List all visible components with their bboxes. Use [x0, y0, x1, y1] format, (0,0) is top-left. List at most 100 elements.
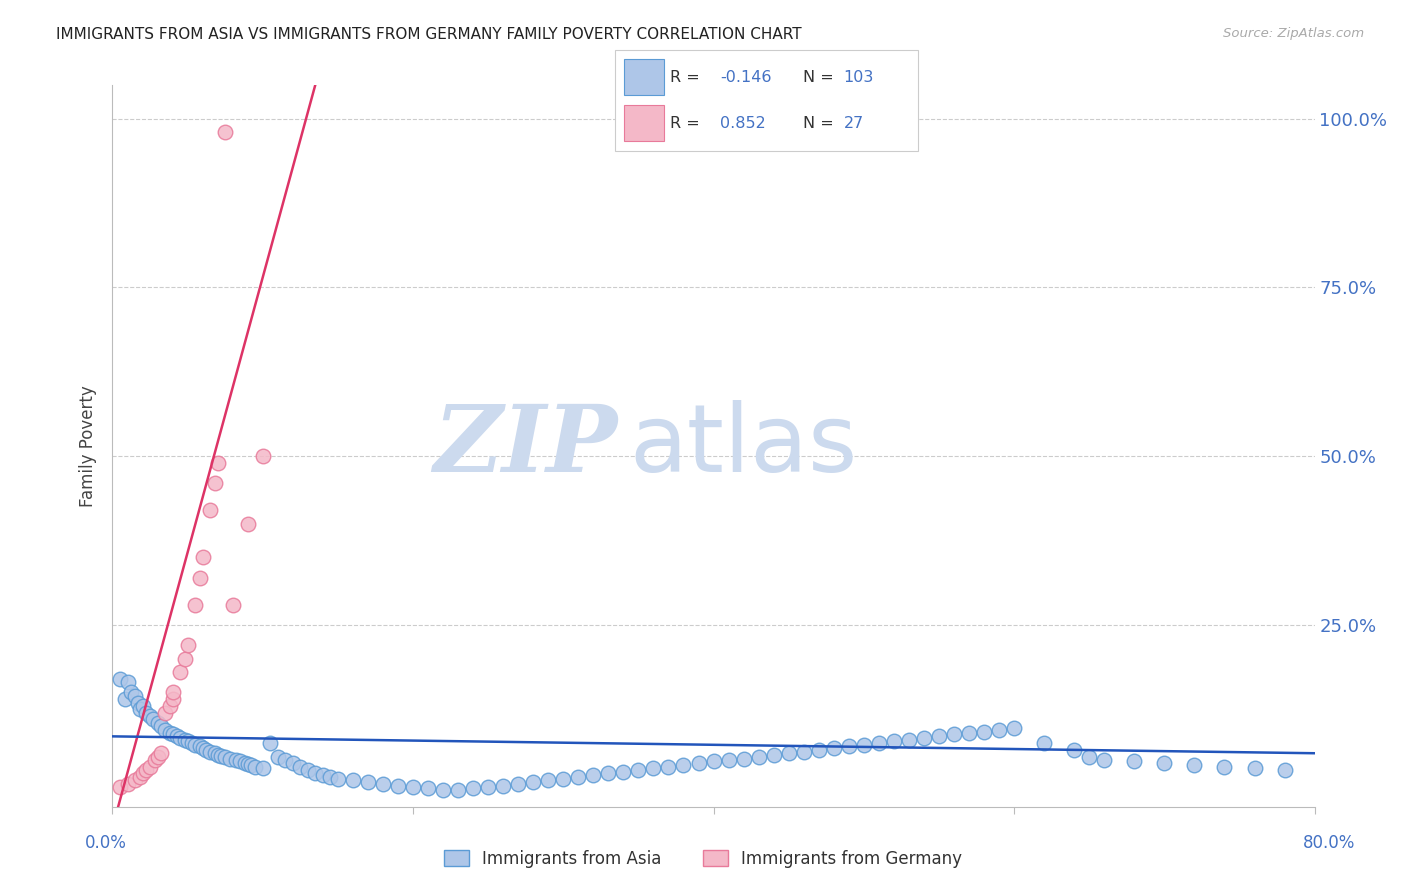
- Text: -0.146: -0.146: [720, 70, 772, 85]
- Point: [209, 748, 232, 763]
- Text: Source: ZipAtlas.com: Source: ZipAtlas.com: [1223, 27, 1364, 40]
- Text: R =: R =: [671, 70, 706, 85]
- Point: [402, 780, 425, 794]
- Point: [319, 770, 342, 784]
- Bar: [624, 105, 664, 141]
- Point: [135, 706, 157, 720]
- Point: [135, 763, 157, 777]
- Point: [672, 758, 695, 772]
- Point: [897, 732, 920, 747]
- Point: [191, 550, 214, 565]
- Text: R =: R =: [671, 116, 706, 131]
- Point: [169, 731, 191, 746]
- Point: [117, 675, 139, 690]
- Point: [1063, 743, 1085, 757]
- Point: [120, 685, 142, 699]
- Point: [252, 761, 274, 775]
- Point: [204, 746, 226, 760]
- Point: [357, 774, 380, 789]
- Point: [259, 736, 281, 750]
- Point: [188, 739, 211, 754]
- Point: [912, 731, 935, 746]
- FancyBboxPatch shape: [614, 50, 918, 151]
- Point: [176, 734, 198, 748]
- Point: [204, 476, 226, 491]
- Point: [207, 456, 229, 470]
- Point: [447, 783, 470, 797]
- Legend: Immigrants from Asia, Immigrants from Germany: Immigrants from Asia, Immigrants from Ge…: [437, 844, 969, 875]
- Point: [703, 755, 725, 769]
- Point: [1092, 753, 1115, 767]
- Text: 80.0%: 80.0%: [1302, 834, 1355, 852]
- Point: [127, 696, 149, 710]
- Point: [225, 753, 247, 767]
- Point: [988, 723, 1011, 737]
- Point: [146, 715, 169, 730]
- Point: [229, 755, 252, 769]
- Point: [142, 713, 165, 727]
- Point: [146, 749, 169, 764]
- Point: [598, 766, 620, 780]
- Point: [218, 751, 240, 765]
- Point: [214, 125, 236, 139]
- Point: [108, 672, 131, 686]
- Point: [207, 747, 229, 762]
- Point: [304, 766, 326, 780]
- Point: [149, 719, 172, 733]
- Text: atlas: atlas: [630, 400, 858, 492]
- Point: [124, 773, 146, 788]
- Text: 0.0%: 0.0%: [84, 834, 127, 852]
- Point: [128, 770, 150, 784]
- Point: [928, 730, 950, 744]
- Text: N =: N =: [803, 116, 839, 131]
- Point: [1184, 758, 1206, 772]
- Point: [267, 749, 290, 764]
- Point: [1123, 755, 1146, 769]
- Point: [198, 745, 221, 759]
- Point: [762, 747, 785, 762]
- Text: ZIP: ZIP: [433, 401, 617, 491]
- Point: [717, 753, 740, 767]
- Point: [117, 777, 139, 791]
- Point: [883, 734, 905, 748]
- Point: [236, 757, 259, 772]
- Bar: [624, 59, 664, 95]
- Point: [176, 638, 198, 652]
- Y-axis label: Family Poverty: Family Poverty: [79, 385, 97, 507]
- Point: [169, 665, 191, 680]
- Point: [748, 749, 770, 764]
- Point: [245, 760, 267, 774]
- Point: [153, 723, 176, 737]
- Point: [290, 760, 312, 774]
- Point: [173, 651, 195, 665]
- Point: [1033, 736, 1056, 750]
- Point: [131, 698, 153, 713]
- Point: [1213, 760, 1236, 774]
- Point: [416, 781, 439, 796]
- Point: [957, 726, 980, 740]
- Point: [149, 746, 172, 760]
- Point: [522, 774, 544, 789]
- Point: [162, 692, 184, 706]
- Point: [297, 763, 319, 777]
- Point: [181, 736, 204, 750]
- Point: [239, 758, 262, 772]
- Point: [159, 726, 181, 740]
- Text: IMMIGRANTS FROM ASIA VS IMMIGRANTS FROM GERMANY FAMILY POVERTY CORRELATION CHART: IMMIGRANTS FROM ASIA VS IMMIGRANTS FROM …: [56, 27, 801, 42]
- Point: [188, 571, 211, 585]
- Point: [553, 772, 575, 786]
- Point: [657, 760, 679, 774]
- Point: [1274, 763, 1296, 777]
- Point: [852, 738, 875, 752]
- Point: [793, 745, 815, 759]
- Point: [194, 743, 217, 757]
- Point: [108, 780, 131, 794]
- Point: [139, 709, 162, 723]
- Point: [868, 736, 890, 750]
- Point: [184, 738, 207, 752]
- Point: [214, 750, 236, 764]
- Text: 103: 103: [844, 70, 875, 85]
- Point: [688, 756, 710, 771]
- Point: [162, 727, 184, 741]
- Point: [222, 598, 245, 612]
